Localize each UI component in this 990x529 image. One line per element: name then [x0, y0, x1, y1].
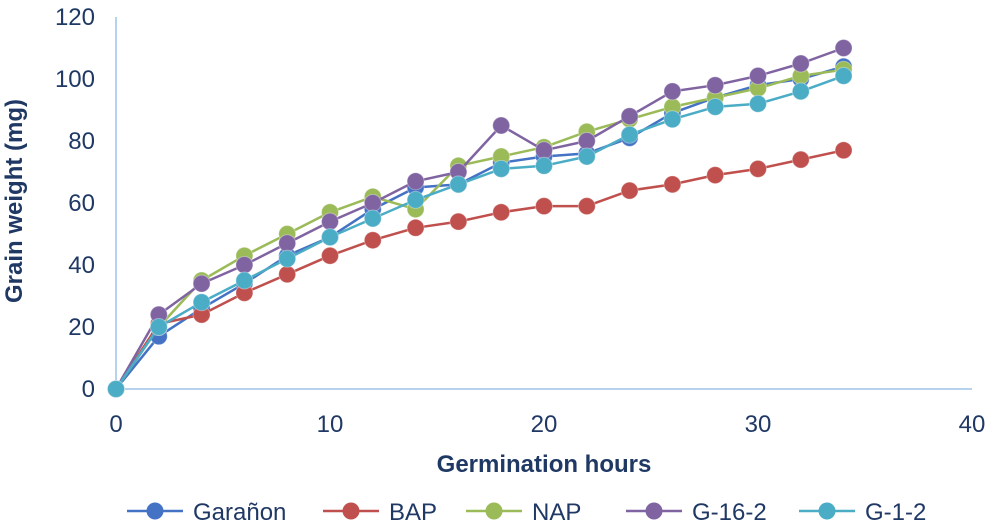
data-point: [791, 82, 810, 101]
x-tick-label: 20: [531, 411, 558, 438]
plot-area: [107, 39, 853, 398]
y-axis-title: Grain weight (mg): [1, 99, 28, 303]
data-point: [620, 125, 639, 144]
data-point: [363, 231, 382, 250]
x-tick-label: 40: [959, 411, 986, 438]
axes: [115, 17, 972, 390]
legend-label: NAP: [532, 499, 581, 526]
y-tick-label: 40: [68, 252, 95, 279]
legend-item: NAP: [466, 499, 581, 526]
data-point: [107, 380, 125, 398]
series-g-1-2: [107, 66, 853, 398]
legend-marker: [645, 502, 663, 520]
series-line: [115, 65, 844, 390]
legend-marker: [146, 502, 164, 520]
legend-item: BAP: [323, 499, 437, 526]
data-point: [834, 66, 853, 85]
data-point: [406, 190, 425, 209]
y-tick-label: 80: [68, 128, 95, 155]
x-tick-label: 30: [745, 411, 772, 438]
x-tick-label: 0: [109, 411, 122, 438]
legend-item: G-16-2: [626, 499, 767, 526]
data-point: [791, 54, 810, 73]
data-point: [663, 110, 682, 129]
data-point: [577, 132, 596, 150]
legend-item: G-1-2: [799, 499, 926, 526]
y-tick-label: 0: [82, 376, 95, 403]
data-point: [663, 82, 682, 101]
data-point: [192, 293, 211, 312]
data-point: [363, 194, 382, 212]
data-point: [406, 172, 425, 191]
legend-marker: [818, 502, 836, 520]
data-point: [834, 39, 853, 57]
y-tick-label: 100: [55, 66, 95, 93]
data-point: [192, 274, 211, 293]
legend-item: Garañon: [127, 499, 286, 526]
y-tick-label: 120: [55, 4, 95, 31]
data-point: [492, 159, 511, 178]
data-point: [577, 147, 596, 166]
data-point: [492, 203, 511, 222]
data-point: [749, 159, 767, 178]
x-tick-labels: 0 10 20 30 40: [109, 411, 985, 438]
series-line: [114, 74, 845, 390]
x-axis-title: Germination hours: [437, 451, 652, 478]
series-nap: [107, 60, 853, 398]
data-point: [406, 218, 425, 237]
data-point: [535, 141, 553, 160]
data-point: [706, 76, 725, 95]
data-point: [321, 228, 339, 247]
data-point: [535, 197, 553, 216]
data-point: [235, 271, 254, 290]
data-point: [278, 249, 297, 268]
series-line: [114, 149, 844, 390]
data-point: [706, 166, 725, 185]
y-tick-label: 20: [68, 314, 95, 341]
legend: Garañon BAP NAP G-16-2 G-1-2: [127, 499, 926, 526]
legend-label: Garañon: [193, 499, 286, 526]
data-point: [235, 256, 254, 274]
data-point: [663, 175, 682, 194]
legend-label: BAP: [389, 499, 437, 526]
data-point: [492, 116, 511, 135]
data-point: [321, 212, 339, 231]
legend-marker: [485, 502, 503, 520]
series-line: [114, 46, 845, 390]
data-point: [278, 265, 297, 284]
data-point: [749, 66, 767, 85]
y-tick-label: 60: [68, 190, 95, 217]
data-point: [149, 318, 168, 336]
series-gara-on: [107, 57, 853, 398]
data-point: [749, 94, 767, 113]
data-point: [278, 234, 297, 253]
data-point: [706, 97, 725, 116]
series-line: [114, 68, 844, 390]
data-point: [620, 181, 639, 200]
data-point: [449, 212, 468, 231]
data-point: [449, 175, 468, 194]
x-tick-label: 10: [317, 411, 344, 438]
data-point: [363, 209, 382, 228]
data-point: [620, 107, 639, 126]
data-point: [791, 150, 810, 169]
legend-label: G-16-2: [692, 499, 767, 526]
data-point: [535, 156, 553, 175]
data-point: [577, 197, 596, 216]
data-point: [321, 246, 339, 265]
data-point: [834, 141, 853, 160]
y-tick-labels: 0 20 40 60 80 100 120: [55, 4, 95, 403]
legend-marker: [342, 502, 360, 520]
legend-label: G-1-2: [865, 499, 926, 526]
